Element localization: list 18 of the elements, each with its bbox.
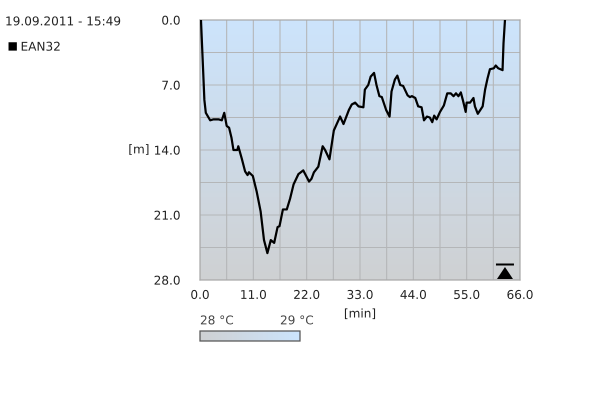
y-tick-label: 0.0 [162,16,180,25]
x-tick-label: 44.0 [400,290,426,300]
y-tick-label: 7.0 [162,80,180,90]
y-tick-label: 28.0 [154,276,180,285]
x-tick-label: 55.0 [454,290,480,300]
y-axis-title: [m] [129,144,148,155]
y-tick-label: 14.0 [154,146,180,155]
legend-label: EAN32 [22,42,60,51]
x-tick-label: 66.0 [507,290,533,300]
x-tick-label: 33.0 [347,290,373,300]
text: 28 °C [200,315,234,325]
x-axis-title: [min] [344,308,376,320]
x-tick-label: 11.0 [241,290,266,300]
x-tick-label: 0.0 [191,290,209,300]
text: 19.09.2011 - 15:49 [6,16,120,26]
x-tick-label: 22.0 [294,290,320,300]
y-tick-label: 21.0 [154,210,180,220]
text: 29 °C [280,315,314,325]
